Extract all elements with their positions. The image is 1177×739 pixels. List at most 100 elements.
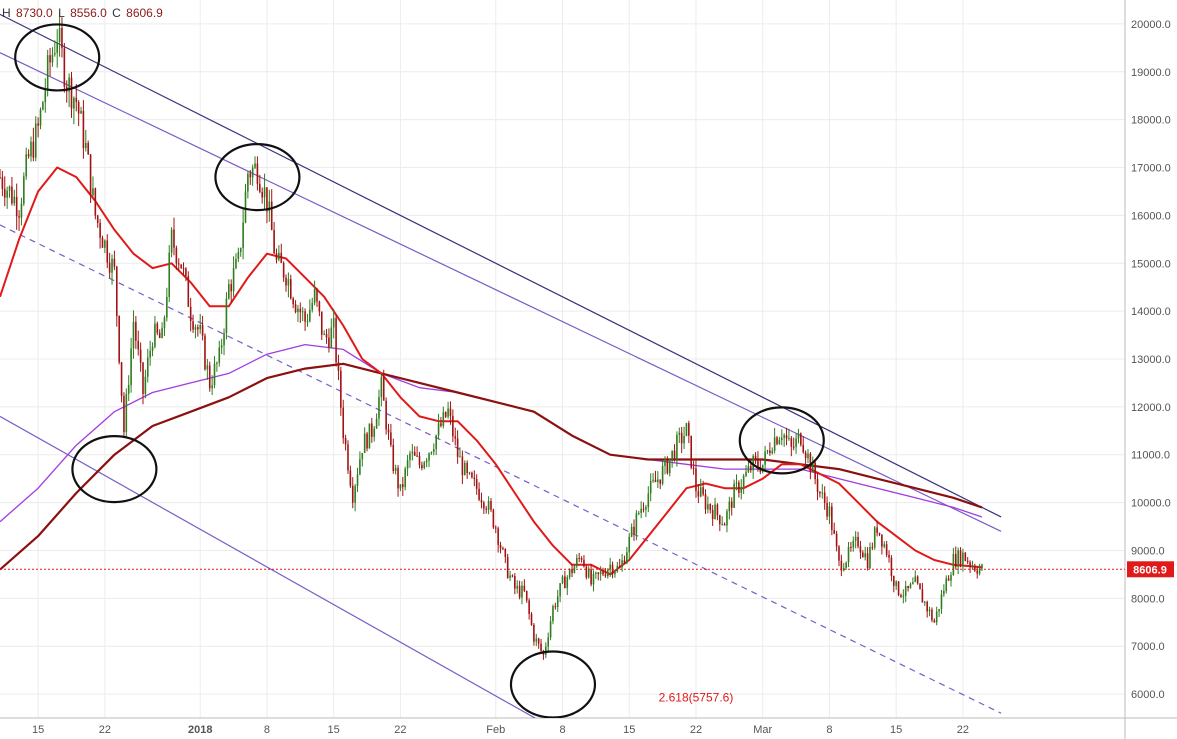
candle-body bbox=[888, 554, 890, 558]
candle-body bbox=[828, 506, 831, 517]
candle bbox=[754, 452, 757, 464]
candle bbox=[864, 546, 867, 561]
x-tick-label: 2018 bbox=[188, 724, 212, 736]
candle-body bbox=[518, 585, 521, 598]
candle-body bbox=[704, 494, 707, 510]
candle bbox=[108, 252, 111, 279]
candle bbox=[104, 239, 106, 254]
candle bbox=[368, 423, 371, 449]
candle-body bbox=[223, 333, 225, 346]
candle bbox=[330, 318, 333, 349]
candle bbox=[657, 471, 659, 489]
candle-body bbox=[931, 609, 933, 621]
x-tick-label: 8 bbox=[826, 724, 832, 736]
candle-body bbox=[99, 222, 101, 238]
candle-body bbox=[340, 370, 342, 408]
candle bbox=[828, 501, 831, 525]
candle bbox=[535, 633, 538, 647]
candle bbox=[411, 444, 414, 461]
candle bbox=[58, 12, 61, 57]
candle-body bbox=[425, 460, 428, 463]
candle-body bbox=[111, 258, 113, 273]
candle-body bbox=[928, 609, 931, 612]
candle-body bbox=[258, 183, 261, 192]
candle-body bbox=[592, 573, 595, 585]
candle bbox=[876, 520, 878, 537]
candle-body bbox=[189, 306, 192, 322]
candle bbox=[978, 563, 981, 576]
candle bbox=[690, 435, 693, 470]
candle bbox=[621, 554, 623, 572]
candle bbox=[785, 427, 788, 446]
candle bbox=[952, 547, 955, 576]
candle bbox=[878, 532, 881, 537]
candle bbox=[590, 564, 592, 587]
candle bbox=[354, 483, 356, 512]
candle-body bbox=[342, 407, 345, 439]
candle bbox=[697, 484, 700, 504]
candle bbox=[461, 450, 464, 485]
candle bbox=[547, 632, 549, 653]
candle-body bbox=[251, 167, 254, 178]
candle-body bbox=[902, 595, 905, 597]
candle-body bbox=[127, 384, 130, 394]
candle bbox=[8, 185, 11, 198]
candle-body bbox=[404, 468, 406, 488]
candle bbox=[733, 479, 735, 508]
candle bbox=[597, 572, 600, 581]
candle-body bbox=[521, 585, 523, 598]
candle bbox=[301, 307, 304, 322]
candle bbox=[425, 457, 428, 468]
candle-body bbox=[587, 569, 590, 578]
candle bbox=[692, 460, 695, 475]
candle bbox=[502, 546, 504, 550]
candle bbox=[602, 567, 604, 577]
candle-body bbox=[289, 279, 292, 299]
candle bbox=[282, 261, 285, 282]
candle bbox=[289, 274, 292, 300]
candle-body bbox=[637, 512, 640, 514]
candle bbox=[371, 417, 373, 443]
candle bbox=[249, 169, 252, 185]
candle bbox=[506, 553, 509, 579]
candle bbox=[311, 297, 314, 313]
candle bbox=[356, 467, 359, 492]
candle bbox=[390, 423, 392, 448]
candle-body bbox=[56, 42, 59, 53]
candle bbox=[595, 571, 597, 579]
candle-body bbox=[39, 109, 42, 126]
candle bbox=[156, 321, 159, 336]
candle bbox=[237, 247, 240, 263]
candle-body bbox=[900, 594, 902, 597]
candle-body bbox=[20, 203, 23, 218]
candle-body bbox=[230, 284, 232, 292]
candle bbox=[258, 174, 261, 194]
candle bbox=[275, 248, 278, 264]
candle bbox=[428, 452, 430, 468]
candle-body bbox=[490, 500, 492, 510]
candle-body bbox=[962, 552, 964, 565]
candle bbox=[149, 340, 151, 366]
candle bbox=[537, 637, 540, 649]
candle-body bbox=[566, 577, 569, 589]
candle-body bbox=[652, 479, 654, 481]
candle-body bbox=[63, 48, 66, 87]
candle-body bbox=[449, 408, 452, 416]
candle bbox=[497, 526, 499, 553]
candle bbox=[699, 478, 702, 498]
candle bbox=[349, 465, 352, 488]
candle bbox=[628, 532, 631, 560]
candle-body bbox=[435, 435, 437, 450]
candle bbox=[397, 465, 399, 497]
candle-body bbox=[390, 432, 392, 445]
candle-body bbox=[895, 581, 897, 586]
candle-body bbox=[392, 444, 395, 472]
candle-body bbox=[371, 423, 373, 437]
candle bbox=[444, 411, 447, 419]
candle bbox=[709, 503, 712, 514]
candle-body bbox=[785, 435, 788, 439]
candle bbox=[852, 536, 855, 552]
candle-body bbox=[747, 465, 750, 472]
